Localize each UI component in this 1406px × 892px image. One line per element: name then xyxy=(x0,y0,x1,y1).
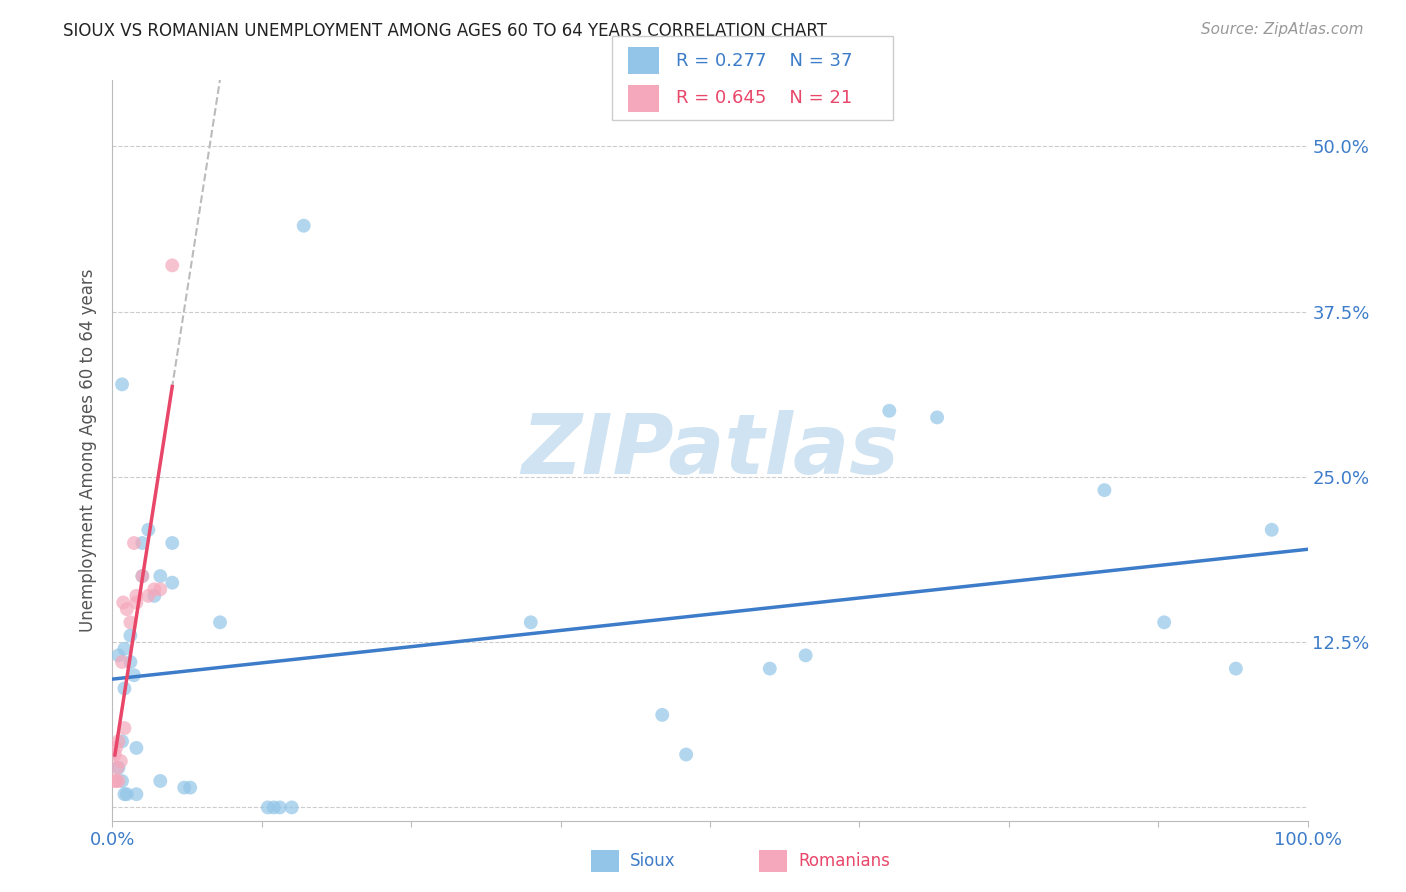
Point xyxy=(149,774,172,789)
Point xyxy=(115,602,138,616)
Point xyxy=(114,681,135,696)
Point xyxy=(104,774,127,789)
Point xyxy=(125,595,148,609)
Point xyxy=(131,569,153,583)
Point xyxy=(263,800,285,814)
Point xyxy=(111,655,134,669)
Point xyxy=(281,800,304,814)
Point xyxy=(759,662,782,676)
Text: Romanians: Romanians xyxy=(799,852,890,871)
Point xyxy=(138,589,160,603)
Point xyxy=(111,377,134,392)
Point xyxy=(125,589,148,603)
Point xyxy=(131,569,153,583)
Point xyxy=(120,655,142,669)
Point xyxy=(122,668,145,682)
Point xyxy=(125,740,148,755)
Point xyxy=(107,734,129,748)
Point xyxy=(120,615,142,630)
Point xyxy=(125,787,148,801)
Point xyxy=(138,523,160,537)
Point xyxy=(149,569,172,583)
Text: R = 0.645    N = 21: R = 0.645 N = 21 xyxy=(676,89,852,107)
Point xyxy=(269,800,291,814)
Point xyxy=(111,774,134,789)
Point xyxy=(122,536,145,550)
Point xyxy=(1153,615,1175,630)
Point xyxy=(162,259,183,273)
Point xyxy=(114,787,135,801)
Point xyxy=(651,707,673,722)
Point xyxy=(1225,662,1247,676)
Point xyxy=(105,774,128,789)
Point xyxy=(104,747,127,762)
Y-axis label: Unemployment Among Ages 60 to 64 years: Unemployment Among Ages 60 to 64 years xyxy=(79,268,97,632)
Point xyxy=(879,404,901,418)
Point xyxy=(131,536,153,550)
Point xyxy=(110,754,132,768)
Text: R = 0.277    N = 37: R = 0.277 N = 37 xyxy=(676,52,853,70)
Point xyxy=(114,721,135,735)
Point xyxy=(143,589,166,603)
Point xyxy=(794,648,817,663)
Text: Source: ZipAtlas.com: Source: ZipAtlas.com xyxy=(1201,22,1364,37)
Point xyxy=(209,615,232,630)
Point xyxy=(107,761,129,775)
Point xyxy=(112,595,135,609)
Point xyxy=(1094,483,1116,497)
Point xyxy=(105,761,128,775)
Point xyxy=(107,774,129,789)
Point xyxy=(162,575,183,590)
Point xyxy=(520,615,543,630)
Text: SIOUX VS ROMANIAN UNEMPLOYMENT AMONG AGES 60 TO 64 YEARS CORRELATION CHART: SIOUX VS ROMANIAN UNEMPLOYMENT AMONG AGE… xyxy=(63,22,827,40)
Point xyxy=(927,410,949,425)
Point xyxy=(115,787,138,801)
Text: ZIPatlas: ZIPatlas xyxy=(522,410,898,491)
Point xyxy=(675,747,697,762)
Point xyxy=(292,219,315,233)
Point xyxy=(257,800,280,814)
Point xyxy=(149,582,172,597)
Point xyxy=(1261,523,1284,537)
Point xyxy=(105,740,128,755)
Point xyxy=(162,536,183,550)
Point xyxy=(120,629,142,643)
Point xyxy=(114,641,135,656)
Point xyxy=(173,780,195,795)
Point xyxy=(111,734,134,748)
Point xyxy=(179,780,201,795)
Point xyxy=(107,648,129,663)
Text: Sioux: Sioux xyxy=(630,852,675,871)
Point xyxy=(143,582,166,597)
